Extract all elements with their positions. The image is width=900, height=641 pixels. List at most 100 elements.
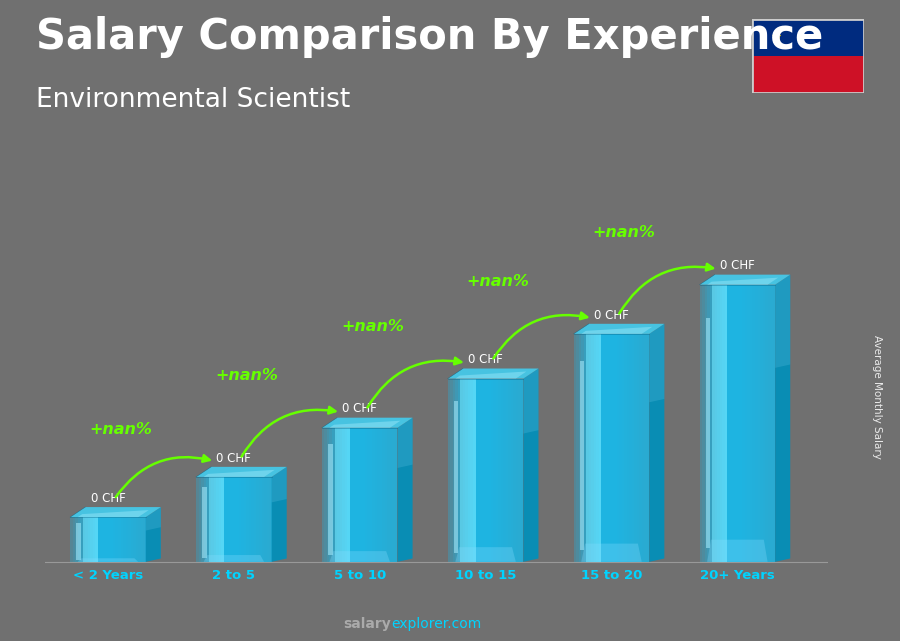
Polygon shape — [259, 477, 262, 562]
Text: 2 to 5: 2 to 5 — [212, 569, 256, 581]
Polygon shape — [387, 428, 390, 562]
Polygon shape — [524, 369, 538, 433]
Polygon shape — [93, 517, 95, 562]
Polygon shape — [247, 477, 249, 562]
Polygon shape — [133, 517, 136, 562]
Polygon shape — [750, 285, 752, 562]
Polygon shape — [450, 379, 453, 562]
Text: Environmental Scientist: Environmental Scientist — [36, 87, 350, 113]
Polygon shape — [322, 418, 412, 428]
Bar — [752, 56, 864, 93]
Text: 20+ Years: 20+ Years — [700, 569, 775, 581]
Polygon shape — [237, 477, 239, 562]
Polygon shape — [639, 334, 642, 562]
Polygon shape — [481, 379, 483, 562]
Polygon shape — [329, 551, 390, 562]
Polygon shape — [607, 334, 609, 562]
Polygon shape — [77, 510, 148, 517]
Polygon shape — [594, 334, 597, 562]
Polygon shape — [518, 379, 521, 562]
Polygon shape — [576, 334, 579, 562]
Polygon shape — [332, 428, 335, 562]
Polygon shape — [256, 477, 259, 562]
Polygon shape — [513, 379, 516, 562]
Polygon shape — [143, 517, 146, 562]
Polygon shape — [636, 334, 639, 562]
Polygon shape — [264, 477, 266, 562]
Polygon shape — [262, 477, 264, 562]
Polygon shape — [581, 544, 642, 562]
Polygon shape — [382, 428, 385, 562]
Polygon shape — [601, 334, 604, 562]
Polygon shape — [644, 334, 647, 562]
Polygon shape — [209, 477, 212, 562]
Polygon shape — [486, 379, 488, 562]
Polygon shape — [624, 334, 626, 562]
Polygon shape — [216, 477, 219, 562]
Polygon shape — [224, 477, 226, 562]
Polygon shape — [123, 517, 126, 562]
Polygon shape — [619, 334, 622, 562]
Polygon shape — [70, 517, 73, 562]
Polygon shape — [221, 477, 224, 562]
Polygon shape — [762, 285, 765, 562]
Polygon shape — [591, 334, 594, 562]
Polygon shape — [765, 285, 768, 562]
Polygon shape — [202, 487, 207, 558]
Polygon shape — [516, 379, 518, 562]
Polygon shape — [360, 428, 362, 562]
Polygon shape — [632, 334, 634, 562]
Polygon shape — [329, 428, 332, 562]
Polygon shape — [272, 467, 287, 562]
Polygon shape — [398, 418, 412, 468]
Polygon shape — [338, 428, 339, 562]
Polygon shape — [760, 285, 762, 562]
Polygon shape — [454, 401, 458, 553]
Polygon shape — [506, 379, 508, 562]
Text: Salary Comparison By Experience: Salary Comparison By Experience — [36, 16, 824, 58]
Polygon shape — [136, 517, 139, 562]
Polygon shape — [251, 477, 254, 562]
Polygon shape — [398, 418, 412, 562]
Polygon shape — [347, 428, 349, 562]
Polygon shape — [710, 285, 712, 562]
Polygon shape — [203, 477, 206, 562]
Polygon shape — [86, 517, 88, 562]
Polygon shape — [342, 428, 345, 562]
Polygon shape — [629, 334, 632, 562]
Polygon shape — [325, 428, 327, 562]
Polygon shape — [649, 324, 664, 562]
Polygon shape — [712, 285, 715, 562]
Polygon shape — [121, 517, 123, 562]
Polygon shape — [103, 517, 105, 562]
Polygon shape — [586, 334, 589, 562]
Polygon shape — [352, 428, 355, 562]
Polygon shape — [98, 517, 101, 562]
Polygon shape — [108, 517, 111, 562]
Polygon shape — [226, 477, 229, 562]
Polygon shape — [745, 285, 747, 562]
Polygon shape — [244, 477, 247, 562]
Polygon shape — [772, 285, 775, 562]
Polygon shape — [238, 477, 241, 562]
Polygon shape — [203, 470, 274, 477]
Polygon shape — [345, 428, 347, 562]
Polygon shape — [367, 428, 370, 562]
Text: +nan%: +nan% — [215, 368, 278, 383]
Polygon shape — [140, 517, 143, 562]
Polygon shape — [95, 517, 98, 562]
Polygon shape — [139, 517, 140, 562]
Polygon shape — [737, 285, 740, 562]
Polygon shape — [465, 379, 468, 562]
Polygon shape — [720, 285, 723, 562]
Polygon shape — [73, 517, 76, 562]
Polygon shape — [203, 555, 264, 562]
Polygon shape — [453, 379, 455, 562]
Polygon shape — [706, 318, 710, 548]
Polygon shape — [699, 274, 790, 285]
Text: +nan%: +nan% — [89, 422, 152, 437]
Polygon shape — [573, 324, 664, 334]
Polygon shape — [473, 379, 475, 562]
Polygon shape — [733, 285, 734, 562]
Polygon shape — [622, 334, 624, 562]
